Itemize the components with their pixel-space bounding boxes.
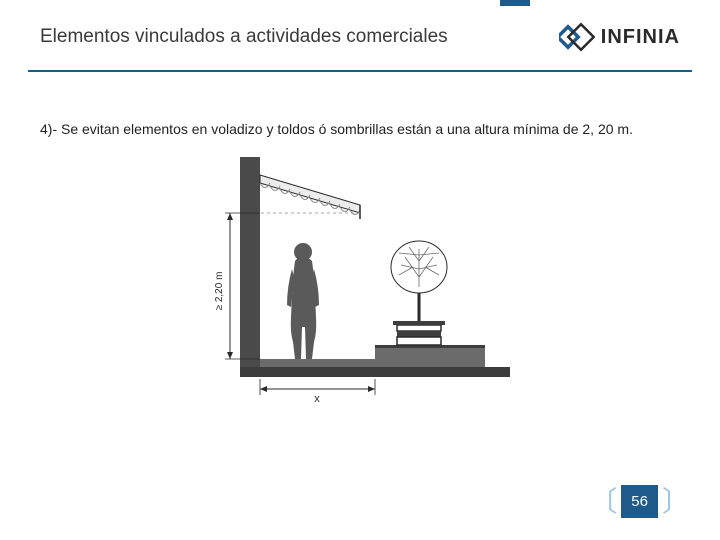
brand-logo: INFINIA [559,22,680,52]
tree [391,241,447,321]
planter [393,321,445,345]
bracket-left-icon: 〔 [589,488,617,516]
logo-icon [559,22,595,52]
diagram-container: ≥ 2,20 m x [0,157,720,412]
awning-canopy [260,175,360,213]
top-accent-stripe [500,0,530,6]
sidewalk-left [260,359,375,367]
slide-title: Elementos vinculados a actividades comer… [40,26,448,48]
awning-height-diagram: ≥ 2,20 m x [195,157,525,412]
width-label: x [314,393,320,405]
platform-right [375,347,485,367]
page-number-badge: 〔 56 〕 [589,485,690,518]
slide-header: Elementos vinculados a actividades comer… [0,0,720,60]
ground-base [240,367,510,377]
width-dimension: x [260,379,375,405]
bracket-right-icon: 〕 [662,488,690,516]
wall-shape [240,157,260,372]
person-silhouette [287,243,319,359]
logo-text: INFINIA [601,26,680,49]
height-dimension: ≥ 2,20 m [214,213,360,359]
body-paragraph: 4)- Se evitan elementos en voladizo y to… [0,72,720,139]
page-number: 56 [621,485,658,518]
height-label: ≥ 2,20 m [214,271,225,310]
